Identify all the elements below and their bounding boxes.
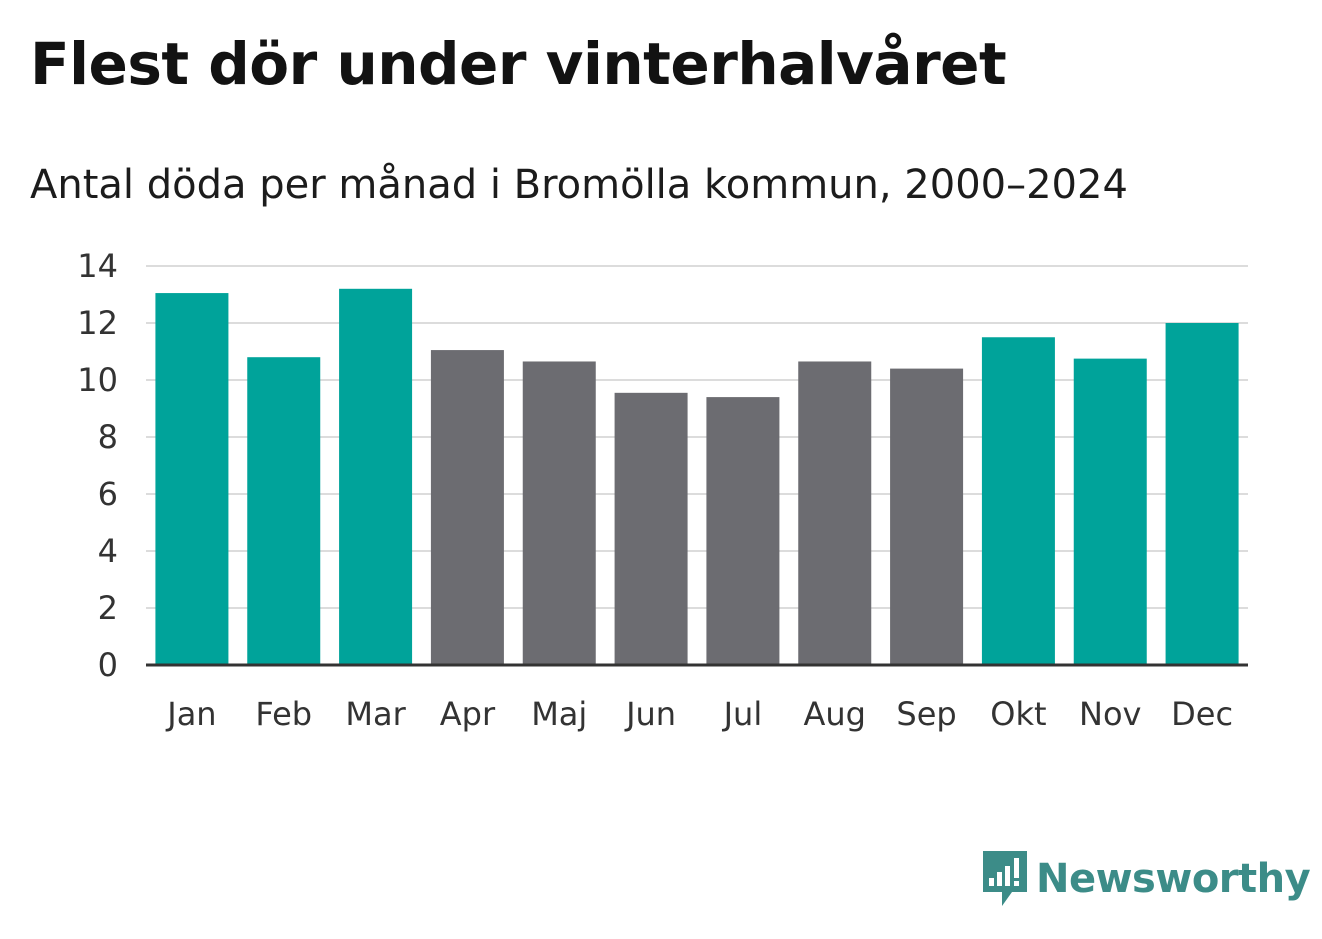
bar-jun	[614, 392, 688, 665]
x-tick-label: Aug	[804, 695, 866, 733]
y-axis-ticks: 0 2 4 6 8 10 12 14	[77, 247, 118, 684]
x-tick-label: Mar	[345, 695, 406, 733]
bar-aug	[798, 361, 872, 665]
bar-apr	[430, 350, 504, 665]
bar-okt	[981, 337, 1055, 665]
bar-nov	[1073, 358, 1147, 665]
brand-name: Newsworthy	[1036, 856, 1311, 902]
bar-sep	[890, 368, 964, 665]
chart-subtitle: Antal döda per månad i Bromölla kommun, …	[30, 162, 1128, 208]
y-tick-label: 12	[77, 304, 118, 342]
x-tick-label: Nov	[1079, 695, 1141, 733]
y-tick-label: 14	[77, 247, 118, 285]
y-tick-label: 10	[77, 361, 118, 399]
y-tick-label: 0	[98, 646, 118, 684]
bar-maj	[522, 361, 596, 665]
chart-bubble-icon	[983, 851, 1027, 906]
bars	[155, 288, 1239, 665]
bar-jul	[706, 397, 780, 665]
y-tick-label: 6	[98, 475, 118, 513]
x-tick-label: Apr	[440, 695, 496, 733]
bar-mar	[339, 288, 413, 665]
y-tick-label: 8	[98, 418, 118, 456]
bar-feb	[247, 357, 321, 665]
y-tick-label: 2	[98, 589, 118, 627]
gridlines	[146, 265, 1248, 609]
x-tick-label: Okt	[990, 695, 1046, 733]
x-tick-label: Jul	[722, 695, 763, 733]
x-tick-label: Jan	[165, 695, 216, 733]
x-tick-label: Sep	[896, 695, 956, 733]
newsworthy-logo: Newsworthy	[980, 848, 1311, 910]
x-tick-label: Feb	[255, 695, 312, 733]
x-tick-label: Maj	[531, 695, 587, 733]
x-axis-ticks: Jan Feb Mar Apr Maj Jun Jul Aug Sep Okt Nov Dec	[165, 695, 1233, 733]
x-tick-label: Dec	[1171, 695, 1233, 733]
x-tick-label: Jun	[624, 695, 676, 733]
y-tick-label: 4	[98, 532, 118, 570]
bar-jan	[155, 293, 229, 665]
chart-title: Flest dör under vinterhalvåret	[30, 30, 1007, 98]
bar-dec	[1165, 323, 1239, 665]
